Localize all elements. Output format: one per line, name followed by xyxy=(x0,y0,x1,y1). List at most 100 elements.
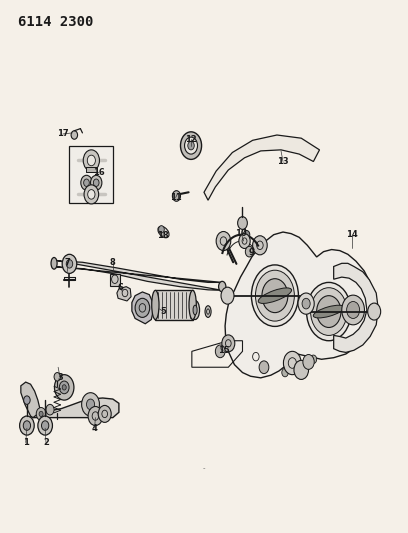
Circle shape xyxy=(66,260,73,268)
Ellipse shape xyxy=(205,306,211,317)
Text: 5: 5 xyxy=(160,307,166,316)
Text: -: - xyxy=(203,465,205,471)
Circle shape xyxy=(91,175,102,190)
Ellipse shape xyxy=(258,288,292,303)
Circle shape xyxy=(188,141,194,150)
Circle shape xyxy=(24,396,30,405)
Circle shape xyxy=(55,375,74,400)
Ellipse shape xyxy=(191,301,200,319)
Bar xyxy=(155,290,193,319)
Circle shape xyxy=(23,421,31,430)
Circle shape xyxy=(159,225,164,233)
Circle shape xyxy=(86,399,95,410)
Circle shape xyxy=(317,296,341,327)
Circle shape xyxy=(216,231,231,251)
Ellipse shape xyxy=(193,305,197,315)
Text: 13: 13 xyxy=(277,157,289,166)
Circle shape xyxy=(259,361,269,374)
Bar xyxy=(86,167,97,172)
Text: 10: 10 xyxy=(235,229,247,238)
Circle shape xyxy=(298,364,304,373)
Circle shape xyxy=(284,351,301,375)
Circle shape xyxy=(221,287,234,304)
Circle shape xyxy=(42,421,49,430)
Circle shape xyxy=(38,416,53,435)
Circle shape xyxy=(262,279,288,313)
Circle shape xyxy=(243,230,250,239)
Circle shape xyxy=(36,408,46,420)
Circle shape xyxy=(93,179,99,187)
Text: 6114 2300: 6114 2300 xyxy=(18,14,93,29)
Circle shape xyxy=(184,137,197,154)
Text: 15: 15 xyxy=(217,346,229,355)
Text: 2: 2 xyxy=(43,438,49,447)
Polygon shape xyxy=(204,135,319,200)
Circle shape xyxy=(39,411,43,417)
Text: 9: 9 xyxy=(249,248,255,257)
Circle shape xyxy=(255,270,294,321)
Text: 17: 17 xyxy=(57,130,69,139)
Circle shape xyxy=(54,373,60,381)
Polygon shape xyxy=(117,287,131,301)
Circle shape xyxy=(245,246,253,257)
Circle shape xyxy=(59,381,69,394)
Ellipse shape xyxy=(189,290,196,319)
Circle shape xyxy=(180,132,202,159)
Text: 4: 4 xyxy=(92,424,98,433)
Ellipse shape xyxy=(51,257,57,269)
Circle shape xyxy=(310,288,347,335)
Circle shape xyxy=(62,385,66,390)
Circle shape xyxy=(46,405,54,415)
Circle shape xyxy=(62,254,77,273)
Text: 16: 16 xyxy=(93,167,104,176)
Circle shape xyxy=(302,298,310,309)
Circle shape xyxy=(222,335,235,352)
Circle shape xyxy=(368,303,381,320)
Ellipse shape xyxy=(219,281,226,292)
Bar xyxy=(110,274,120,286)
Circle shape xyxy=(342,295,364,325)
Polygon shape xyxy=(21,382,40,418)
Ellipse shape xyxy=(313,305,344,318)
Circle shape xyxy=(135,298,150,317)
Text: 7: 7 xyxy=(64,258,70,266)
Circle shape xyxy=(239,233,250,248)
Text: 12: 12 xyxy=(185,135,197,144)
Circle shape xyxy=(84,185,99,204)
Circle shape xyxy=(88,190,95,199)
Circle shape xyxy=(251,265,298,326)
Polygon shape xyxy=(31,398,119,418)
Circle shape xyxy=(84,179,89,187)
Circle shape xyxy=(347,302,359,318)
Text: 14: 14 xyxy=(346,230,358,239)
Circle shape xyxy=(310,355,317,364)
Circle shape xyxy=(82,393,100,416)
Text: 6: 6 xyxy=(118,283,124,292)
Circle shape xyxy=(237,216,247,229)
Circle shape xyxy=(298,293,314,314)
Polygon shape xyxy=(225,232,376,378)
Text: 11: 11 xyxy=(170,193,182,202)
Text: 18: 18 xyxy=(157,231,169,240)
Text: 3: 3 xyxy=(57,373,63,382)
Circle shape xyxy=(282,368,288,377)
Bar xyxy=(69,146,113,203)
Circle shape xyxy=(71,131,78,139)
Ellipse shape xyxy=(152,290,159,319)
Circle shape xyxy=(87,155,95,166)
Circle shape xyxy=(303,354,314,369)
Ellipse shape xyxy=(158,227,169,238)
Polygon shape xyxy=(54,260,222,290)
Circle shape xyxy=(253,236,267,255)
Circle shape xyxy=(306,282,351,341)
Text: 8: 8 xyxy=(110,258,116,266)
Circle shape xyxy=(215,345,225,358)
Circle shape xyxy=(98,406,111,422)
Circle shape xyxy=(294,360,308,379)
Polygon shape xyxy=(334,263,378,352)
Circle shape xyxy=(83,150,100,171)
Circle shape xyxy=(20,416,34,435)
Text: 1: 1 xyxy=(23,438,29,447)
Polygon shape xyxy=(132,292,153,324)
Circle shape xyxy=(81,175,92,190)
